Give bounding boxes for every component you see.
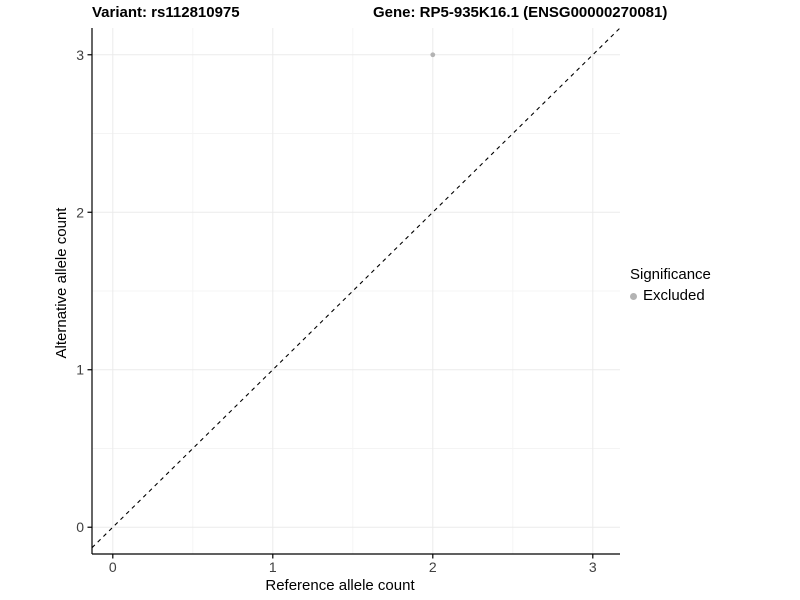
legend-title: Significance: [630, 266, 711, 283]
identity-reference-line: [91, 27, 621, 549]
y-tick-label: 0: [76, 519, 84, 535]
legend: Significance Excluded: [630, 266, 711, 305]
y-tick-label: 1: [76, 362, 84, 378]
excluded-dot-icon: [630, 292, 637, 300]
y-tick-label: 2: [76, 204, 84, 220]
x-tick-label: 3: [589, 559, 597, 575]
x-tick-label: 1: [269, 559, 277, 575]
gene-title: Gene: RP5-935K16.1 (ENSG00000270081): [373, 4, 668, 21]
x-tick-label: 2: [429, 559, 437, 575]
x-axis-title: Reference allele count: [265, 577, 415, 594]
legend-item-excluded: Excluded: [630, 287, 711, 305]
data-point: [430, 52, 436, 58]
y-axis-title: Alternative allele count: [53, 207, 70, 359]
variant-title: Variant: rs112810975: [92, 4, 240, 21]
x-tick-label: 0: [109, 559, 117, 575]
y-tick-label: 3: [76, 47, 84, 63]
legend-item-label: Excluded: [643, 287, 705, 304]
